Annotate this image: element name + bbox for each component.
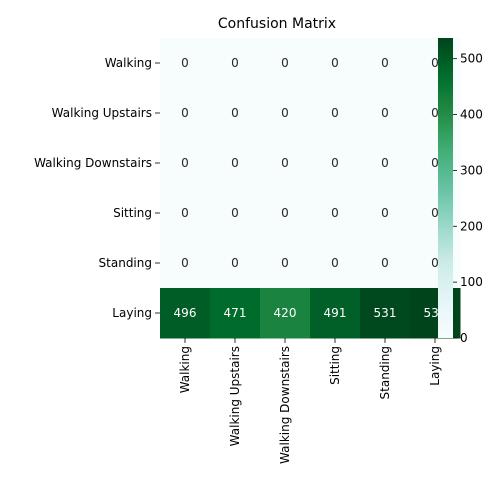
- colorbar-tick-label: 0: [460, 331, 468, 345]
- y-tick-label: Walking Upstairs: [52, 106, 152, 120]
- cell-value-label: 471: [224, 306, 247, 320]
- colorbar-tick-label: 500: [460, 52, 483, 66]
- cell-value-label: 0: [331, 56, 339, 70]
- x-tick-label: Standing: [378, 346, 392, 399]
- heatmap-cell: [360, 38, 411, 89]
- cell-value-label: 420: [274, 306, 297, 320]
- chart-title: Confusion Matrix: [218, 16, 336, 32]
- cell-value-label: 0: [431, 256, 439, 270]
- cell-value-label: 0: [231, 206, 239, 220]
- colorbar-gradient: [438, 38, 453, 338]
- y-tick-labels: Walking Walking Upstairs Walking Downstair…: [34, 56, 160, 320]
- x-tick-label: Walking Downstairs: [278, 346, 292, 464]
- heatmap-cell: [160, 88, 211, 139]
- heatmap-cell: [160, 238, 211, 289]
- heatmap-cell: [260, 188, 311, 239]
- colorbar-tick-label: 100: [460, 275, 483, 289]
- cell-value-label: 0: [231, 256, 239, 270]
- cell-value-label: 0: [381, 56, 389, 70]
- cell-value-label: 0: [231, 156, 239, 170]
- colorbar-tick-label: 400: [460, 108, 483, 122]
- heatmap-cell: [260, 238, 311, 289]
- y-tick-label: Walking Downstairs: [34, 156, 152, 170]
- y-tick-label: Sitting: [113, 206, 152, 220]
- cell-value-label: 0: [331, 206, 339, 220]
- y-tick-label: Walking: [105, 56, 152, 70]
- cell-value-label: 0: [281, 156, 289, 170]
- heatmap-cell: [310, 138, 361, 189]
- cell-value-label: 0: [181, 256, 189, 270]
- heatmap-cell: [210, 138, 261, 189]
- cell-value-label: 531: [374, 306, 397, 320]
- heatmap-cell: [160, 188, 211, 239]
- x-tick-label: Walking Upstairs: [228, 346, 242, 446]
- cell-value-label: 0: [431, 106, 439, 120]
- cell-value-label: 0: [431, 206, 439, 220]
- heatmap-cell: [310, 288, 361, 339]
- x-tick-label: Laying: [428, 346, 442, 386]
- heatmap-cell: [260, 288, 311, 339]
- heatmap-cell: [360, 188, 411, 239]
- heatmap-cell: [360, 88, 411, 139]
- heatmap-cell: [260, 88, 311, 139]
- heatmap-cell: [310, 238, 361, 289]
- cell-value-label: 0: [331, 156, 339, 170]
- cell-value-label: 0: [381, 156, 389, 170]
- y-tick-label: Standing: [99, 256, 152, 270]
- cell-value-label: 0: [381, 206, 389, 220]
- heatmap-cells: 0 0 0 0 0 0 0 0 0 0 0 0 0 0 0 0 0 0 0 0 0 0 0 0 0 0 0 0 0 0 496 471 420 4…: [160, 38, 461, 339]
- heatmap-cell: [210, 238, 261, 289]
- cell-value-label: 0: [381, 106, 389, 120]
- cell-value-label: 491: [324, 306, 347, 320]
- cell-value-label: 0: [181, 106, 189, 120]
- cell-value-label: 0: [431, 56, 439, 70]
- heatmap-cell: [210, 38, 261, 89]
- cell-value-label: 0: [181, 206, 189, 220]
- heatmap-cell: [360, 288, 411, 339]
- x-tick-label: Walking: [178, 346, 192, 393]
- cell-value-label: 0: [281, 106, 289, 120]
- heatmap-cell: [210, 288, 261, 339]
- heatmap-cell: [310, 88, 361, 139]
- cell-value-label: 0: [281, 206, 289, 220]
- heatmap-cell: [260, 138, 311, 189]
- heatmap-cell: [360, 238, 411, 289]
- heatmap-cell: [360, 138, 411, 189]
- heatmap-cell: [210, 88, 261, 139]
- cell-value-label: 0: [381, 256, 389, 270]
- cell-value-label: 0: [181, 156, 189, 170]
- cell-value-label: 0: [431, 156, 439, 170]
- heatmap-cell: [310, 38, 361, 89]
- cell-value-label: 0: [331, 106, 339, 120]
- colorbar-tick-label: 300: [460, 163, 483, 177]
- heatmap-cell: [160, 288, 211, 339]
- cell-value-label: 0: [231, 106, 239, 120]
- cell-value-label: 0: [181, 56, 189, 70]
- colorbar: 0 100 200 300 400 500: [438, 38, 483, 345]
- heatmap-cell: [160, 138, 211, 189]
- cell-value-label: 0: [281, 256, 289, 270]
- cell-value-label: 0: [231, 56, 239, 70]
- heatmap-cell: [310, 188, 361, 239]
- x-tick-labels: Walking Walking Upstairs Walking Downstair…: [178, 338, 442, 464]
- colorbar-tick-label: 200: [460, 219, 483, 233]
- heatmap-cell: [260, 38, 311, 89]
- y-tick-label: Laying: [112, 306, 152, 320]
- cell-value-label: 0: [331, 256, 339, 270]
- heatmap-cell: [160, 38, 211, 89]
- cell-value-label: 496: [174, 306, 197, 320]
- heatmap-cell: [210, 188, 261, 239]
- x-tick-label: Sitting: [328, 346, 342, 385]
- cell-value-label: 0: [281, 56, 289, 70]
